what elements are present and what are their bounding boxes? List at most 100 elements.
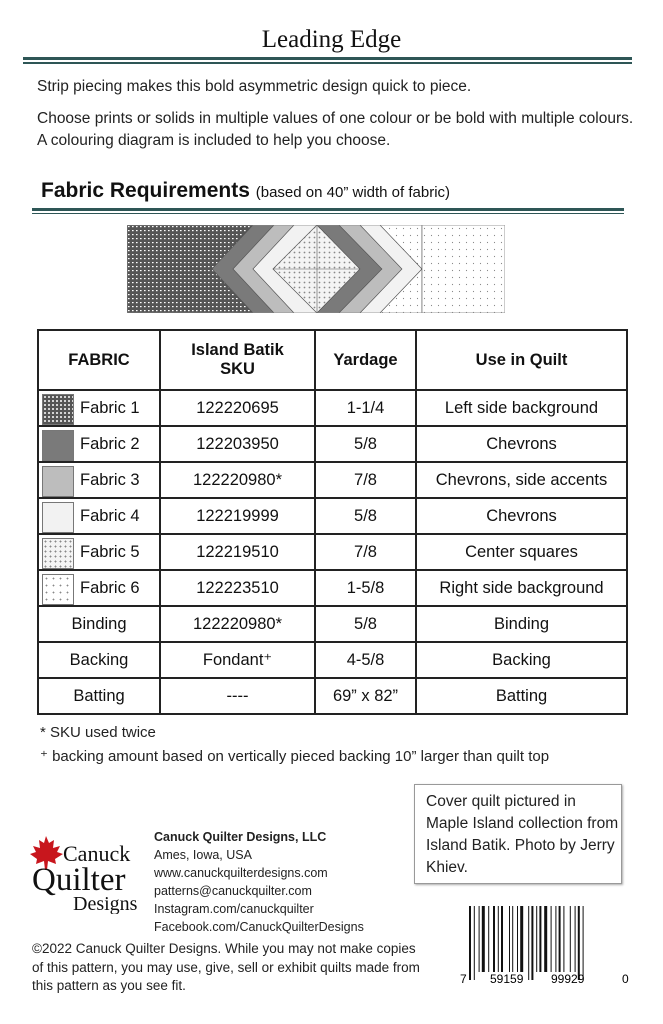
fabric4-chevron-right (359, 225, 423, 313)
barcode-bar (469, 906, 471, 980)
barcode-bar (493, 906, 495, 972)
footnote-sku: * SKU used twice (40, 724, 156, 741)
yardage-cell: 4-5/8 (314, 641, 417, 679)
fabric-cell: Fabric 1 (37, 389, 161, 427)
barcode-bar (555, 906, 557, 972)
fabric5-side-accent (379, 225, 423, 313)
footnote-backing: ⁺ backing amount based on vertically pie… (40, 748, 550, 765)
yardage-cell: 1-1/4 (314, 389, 417, 427)
facebook-link[interactable]: Facebook.com/CanuckQuilterDesigns (154, 920, 364, 934)
barcode-digit: 59159 (490, 972, 524, 986)
barcode-bar (512, 906, 514, 972)
fabric-requirements-table: FABRIC Island Batik SKU Yardage Use in Q… (37, 329, 628, 715)
fabric-name: Fabric 6 (80, 578, 140, 597)
column-header: Yardage (314, 329, 417, 391)
sku-cell: 122220980* (159, 605, 316, 643)
section-rule (32, 208, 624, 211)
fabric-cell: Fabric 2 (37, 425, 161, 463)
barcode-bar (536, 906, 538, 972)
sku-cell: 122220695 (159, 389, 316, 427)
copyright-notice: ©2022 Canuck Quilter Designs. While you … (32, 941, 420, 993)
logo-text-quilter: Quilter (32, 862, 125, 898)
instagram-link[interactable]: Instagram.com/canuckquilter (154, 902, 314, 916)
use-cell: Right side background (415, 569, 628, 607)
cover-note-box: Cover quilt pictured in Maple Island col… (414, 784, 622, 884)
logo-text-canuck: Canuck (63, 841, 130, 866)
fabric-swatch (42, 394, 74, 425)
barcode-bar (577, 906, 580, 980)
use-cell: Chevrons (415, 497, 628, 535)
page-title: Leading Edge (261, 26, 402, 53)
email-link[interactable]: patterns@canuckquilter.com (154, 884, 312, 898)
section-subheading: (based on 40” width of fabric) (255, 184, 451, 201)
yardage-cell: 7/8 (314, 461, 417, 499)
barcode-bar (528, 906, 530, 980)
sku-cell: 122203950 (159, 425, 316, 463)
use-cell: Chevrons (415, 425, 628, 463)
barcode-digit: 0 (622, 972, 629, 986)
yardage-cell: 69” x 82” (314, 677, 417, 715)
yardage-cell: 7/8 (314, 533, 417, 571)
fabric2-chevron-right (316, 225, 383, 313)
fabric-name: Binding (37, 605, 161, 643)
column-header: Island Batik SKU (159, 329, 316, 391)
fabric-swatch (42, 466, 74, 497)
barcode-bar (488, 906, 490, 972)
section-heading-text: Fabric Requirements (41, 179, 250, 202)
use-cell: Chevrons, side accents (415, 461, 628, 499)
yardage-cell: 1-5/8 (314, 569, 417, 607)
use-cell: Left side background (415, 389, 628, 427)
table-row: Fabric 6 122223510 1-5/8 Right side backgro… (37, 569, 628, 607)
canuck-quilter-logo: Canuck Quilter Designs (30, 836, 138, 914)
website-link[interactable]: www.canuckquilterdesigns.com (154, 866, 328, 880)
title-rule (23, 57, 632, 60)
intro-paragraph: Strip piecing makes this bold asymmetric… (37, 78, 472, 95)
fabric-cell: Fabric 3 (37, 461, 161, 499)
barcode-bar (539, 906, 542, 972)
sku-cell: ---- (159, 677, 316, 715)
sku-cell: 122220980* (159, 461, 316, 499)
barcode-bar (520, 906, 524, 972)
barcode-bar (497, 906, 499, 972)
company-name: Canuck Quilter Designs, LLC (154, 830, 327, 844)
table-header-row: FABRIC Island Batik SKU Yardage Use in Q… (37, 329, 628, 391)
use-cell: Backing (415, 641, 628, 679)
barcode-bar (558, 906, 561, 972)
table-row: Fabric 1 122220695 1-1/4 Left side backgrou… (37, 389, 628, 427)
yardage-cell: 5/8 (314, 605, 417, 643)
table-row: Backing Fondant⁺ 4-5/8 Backing (37, 641, 628, 679)
barcode-bar (550, 906, 552, 972)
column-header: Use in Quilt (415, 329, 628, 391)
barcode-bar (574, 906, 576, 972)
title-rule-thin (23, 62, 632, 64)
table-row: Batting ---- 69” x 82” Batting (37, 677, 628, 715)
section-heading: Fabric Requirements (based on 40” width … (41, 179, 450, 203)
use-cell: Binding (415, 605, 628, 643)
use-cell: Center squares (415, 533, 628, 571)
intro-paragraph: Choose prints or solids in multiple valu… (37, 110, 634, 149)
barcode-bar (531, 906, 534, 980)
column-header: FABRIC (37, 329, 161, 391)
fabric-name: Fabric 1 (80, 398, 140, 417)
table-row: Fabric 4 122219999 5/8 Chevrons (37, 497, 628, 535)
barcode-bar (481, 906, 485, 972)
sku-cell: 122219999 (159, 497, 316, 535)
table-row: Fabric 2 122203950 5/8 Chevrons (37, 425, 628, 463)
table-row: Fabric 5 122219510 7/8 Center squares (37, 533, 628, 571)
fabric-swatch (42, 430, 74, 461)
company-location: Ames, Iowa, USA (154, 848, 252, 862)
fabric-name: Fabric 4 (80, 506, 140, 525)
fabric-swatch (42, 502, 74, 533)
barcode-bar (569, 906, 571, 972)
section-rule-thin (32, 213, 624, 214)
yardage-cell: 5/8 (314, 497, 417, 535)
barcode-bars (469, 906, 584, 980)
fabric-name: Fabric 2 (80, 434, 140, 453)
yardage-cell: 5/8 (314, 425, 417, 463)
barcode-bar (544, 906, 548, 972)
barcode-bar (509, 906, 510, 972)
barcode-bar (473, 906, 475, 980)
fabric-cell: Fabric 5 (37, 533, 161, 571)
maple-leaf-icon (30, 836, 63, 870)
